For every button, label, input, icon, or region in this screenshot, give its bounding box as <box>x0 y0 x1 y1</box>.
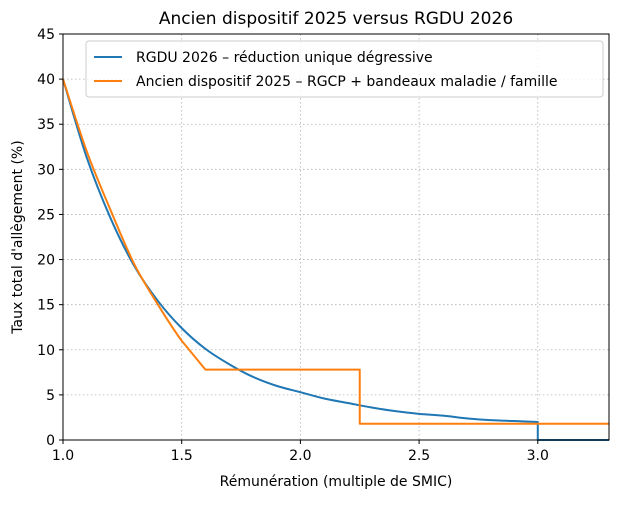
legend-label-rgdu: RGDU 2026 – réduction unique dégressive <box>136 50 433 66</box>
y-tick-label: 5 <box>46 388 55 404</box>
y-tick-label: 35 <box>37 117 55 133</box>
x-tick-label: 2.0 <box>289 448 311 464</box>
series-line-ancien-dispositif-2025 <box>62 78 609 425</box>
y-tick-label: 15 <box>37 298 55 314</box>
y-tick-label: 20 <box>37 253 55 269</box>
y-tick-label: 10 <box>37 343 55 359</box>
y-tick-label: 40 <box>37 72 55 88</box>
y-tick-label: 0 <box>46 433 55 449</box>
chart-title: Ancien dispositif 2025 versus RGDU 2026 <box>159 9 513 29</box>
y-tick-label: 45 <box>37 27 55 43</box>
x-tick-label: 1.5 <box>171 448 193 464</box>
y-axis-label: Taux total d'allègement (%) <box>10 140 26 334</box>
series-layer <box>62 78 609 441</box>
plot-frame <box>62 33 610 441</box>
ticks: 1.0 1.5 2.0 2.5 3.0 0 5 10 15 20 25 30 35 40 45 <box>37 27 549 464</box>
y-tick-label: 25 <box>37 207 55 223</box>
x-tick-label: 1.0 <box>52 448 74 464</box>
x-tick-label: 2.5 <box>408 448 430 464</box>
x-axis-label: Rémunération (multiple de SMIC) <box>220 474 453 490</box>
x-tick-label: 3.0 <box>527 448 549 464</box>
legend-label-ancien: Ancien dispositif 2025 – RGCP + bandeaux… <box>136 74 558 90</box>
legend-box <box>85 40 604 98</box>
y-tick-label: 30 <box>37 162 55 178</box>
legend: RGDU 2026 – réduction unique dégressive … <box>85 40 604 98</box>
